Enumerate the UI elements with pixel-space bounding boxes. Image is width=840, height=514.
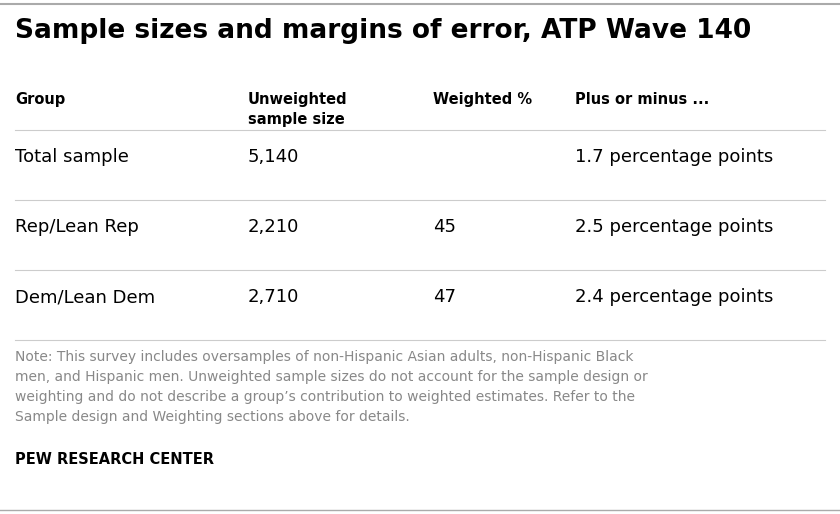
Text: 5,140: 5,140 — [248, 148, 299, 166]
Text: Dem/Lean Dem: Dem/Lean Dem — [15, 288, 155, 306]
Text: Sample sizes and margins of error, ATP Wave 140: Sample sizes and margins of error, ATP W… — [15, 18, 751, 44]
Text: Plus or minus ...: Plus or minus ... — [575, 92, 710, 107]
Text: 2.4 percentage points: 2.4 percentage points — [575, 288, 774, 306]
Text: PEW RESEARCH CENTER: PEW RESEARCH CENTER — [15, 452, 214, 467]
Text: Note: This survey includes oversamples of non-Hispanic Asian adults, non-Hispani: Note: This survey includes oversamples o… — [15, 350, 648, 424]
Text: 2,210: 2,210 — [248, 218, 299, 236]
Text: 47: 47 — [433, 288, 455, 306]
Text: 45: 45 — [433, 218, 455, 236]
Text: Unweighted
sample size: Unweighted sample size — [248, 92, 348, 127]
Text: 2,710: 2,710 — [248, 288, 299, 306]
Text: Weighted %: Weighted % — [433, 92, 532, 107]
Text: 2.5 percentage points: 2.5 percentage points — [575, 218, 774, 236]
Text: Rep/Lean Rep: Rep/Lean Rep — [15, 218, 139, 236]
Text: Total sample: Total sample — [15, 148, 129, 166]
Text: 1.7 percentage points: 1.7 percentage points — [575, 148, 774, 166]
Text: Group: Group — [15, 92, 66, 107]
